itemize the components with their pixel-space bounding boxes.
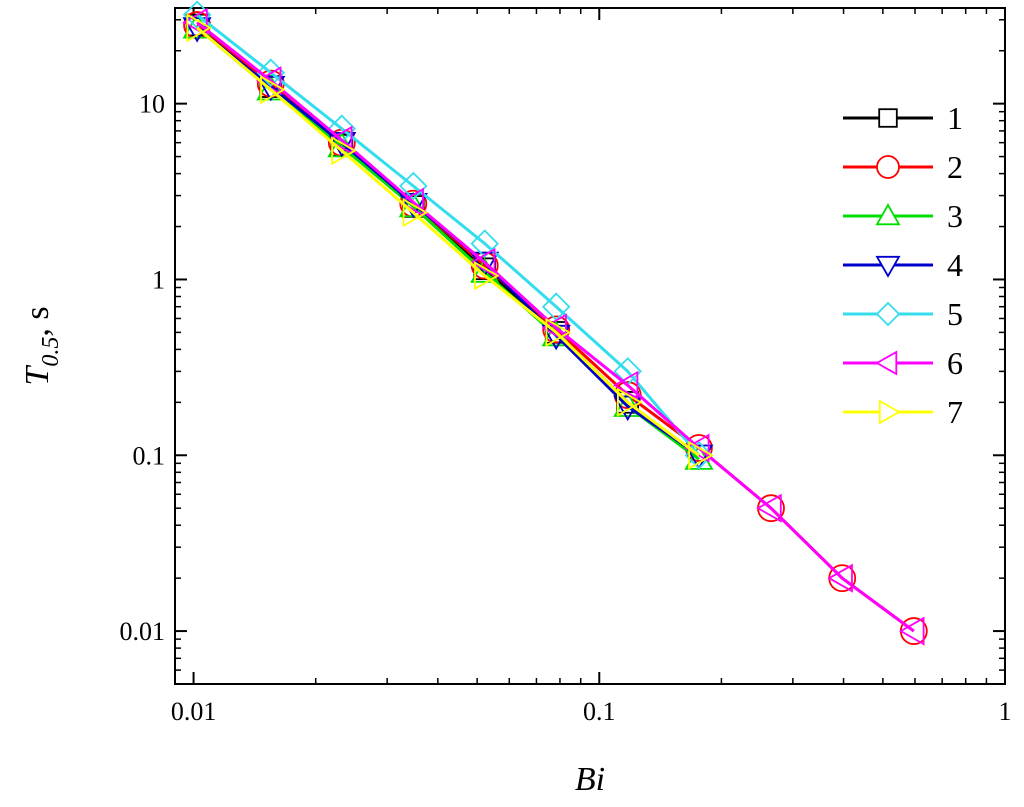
x-tick-label: 0.1 <box>583 697 616 726</box>
legend-item-2: 2 <box>843 149 963 185</box>
y-axis-title: T0.5, s <box>19 306 64 385</box>
legend-label: 4 <box>947 247 963 283</box>
data-point-6 <box>398 187 424 217</box>
data-point-6 <box>541 313 567 343</box>
data-point-7 <box>402 198 429 228</box>
data-point-6 <box>827 563 853 593</box>
data-point-7 <box>688 440 714 470</box>
data-point-6 <box>326 125 353 155</box>
legend-label: 2 <box>947 149 963 185</box>
y-tick-label: 10 <box>139 90 165 119</box>
legend-swatch-marker <box>875 301 901 327</box>
data-point-6 <box>756 493 782 523</box>
legend-item-1: 1 <box>843 100 963 136</box>
series-6 <box>182 7 925 646</box>
series-layer <box>182 0 928 646</box>
legend-item-4: 4 <box>843 247 963 283</box>
legend-label: 5 <box>947 296 963 332</box>
data-point-2 <box>542 315 571 344</box>
data-point-4 <box>256 76 286 102</box>
legend-swatch-marker <box>878 108 898 128</box>
data-point-7 <box>186 13 212 43</box>
data-point-7 <box>545 317 572 347</box>
data-point-6 <box>612 370 639 400</box>
data-point-7 <box>617 387 643 417</box>
axes: 0.01 0.1 1 0.01 0.1 1 10 <box>120 8 1012 726</box>
y-tick-label: 0.1 <box>133 441 166 470</box>
data-point-7 <box>260 75 286 105</box>
legend-item-3: 3 <box>843 198 963 234</box>
data-point-4 <box>684 444 714 471</box>
legend-label: 1 <box>947 100 963 136</box>
data-point-7 <box>331 136 357 166</box>
series-line-6 <box>196 21 915 633</box>
legend-label: 3 <box>947 198 963 234</box>
legend-swatch-marker <box>875 350 898 376</box>
legend-swatch-marker <box>878 399 901 425</box>
y-axis-title-main: T <box>19 365 56 386</box>
x-tick-label: 0.01 <box>171 697 217 726</box>
data-point-3 <box>613 391 643 417</box>
data-point-5 <box>399 171 428 201</box>
plot-frame <box>174 7 1006 685</box>
data-point-6 <box>182 7 208 37</box>
series-line-7 <box>196 26 700 457</box>
series-line-5 <box>196 13 701 457</box>
y-axis-title-unit: , s <box>19 306 56 336</box>
legend-item-5: 5 <box>843 296 963 332</box>
legend-label: 7 <box>947 394 963 430</box>
y-tick-label: 1 <box>152 265 165 294</box>
data-point-6 <box>469 247 496 277</box>
data-point-5 <box>470 229 499 258</box>
legend: 1 2 3 4 5 6 7 <box>843 100 963 430</box>
data-point-6 <box>898 616 925 646</box>
legend-label: 6 <box>947 345 963 381</box>
legend-swatch-marker <box>875 203 901 226</box>
series-7 <box>186 13 714 470</box>
data-point-7 <box>474 261 500 291</box>
x-axis-title: Bi <box>575 761 605 798</box>
x-tick-label: 1 <box>999 697 1012 726</box>
legend-swatch-marker <box>876 155 900 179</box>
legend-item-6: 6 <box>843 345 963 381</box>
legend-item-7: 7 <box>843 394 963 430</box>
legend-swatch-marker <box>875 255 901 278</box>
y-tick-label: 0.01 <box>120 617 166 646</box>
y-axis-title-subscript: 0.5 <box>38 337 64 367</box>
